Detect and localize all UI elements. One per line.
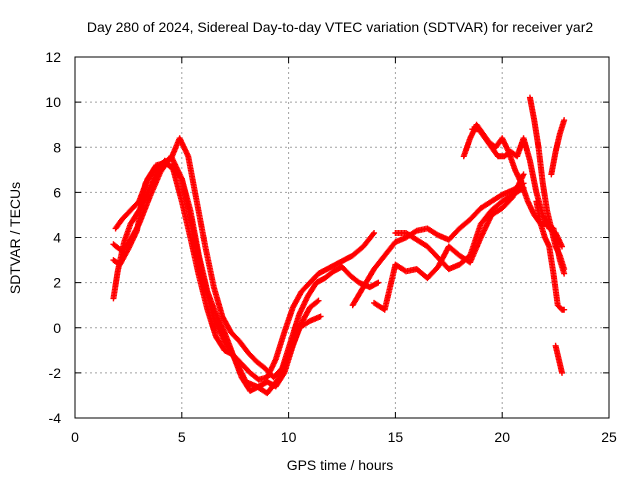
chart-title: Day 280 of 2024, Sidereal Day-to-day VTE… [87, 19, 593, 35]
data-point [561, 306, 568, 313]
x-tick-label: 5 [178, 429, 186, 445]
series-track-k [533, 198, 568, 313]
data-point [375, 279, 382, 286]
data-marks [110, 94, 568, 397]
data-point [561, 266, 568, 273]
data-point [559, 369, 566, 376]
x-tick-label: 20 [494, 429, 510, 445]
series-track-m [552, 342, 566, 376]
series-track-e [349, 180, 527, 309]
y-tick-label: 8 [53, 139, 61, 155]
series-track-c [112, 160, 322, 394]
y-tick-label: -4 [49, 410, 62, 426]
axis-ticks: 0 5 10 15 20 25 -4 -2 0 2 4 6 8 10 12 [45, 49, 617, 445]
y-tick-label: -2 [49, 365, 62, 381]
grid [75, 57, 609, 418]
data-point [314, 298, 321, 305]
series-track-j [526, 94, 568, 273]
y-tick-label: 6 [53, 184, 61, 200]
data-point [559, 243, 566, 250]
y-tick-label: 0 [53, 320, 61, 336]
x-tick-label: 25 [601, 429, 617, 445]
y-tick-label: 10 [45, 94, 61, 110]
data-point [520, 171, 527, 178]
x-axis-label: GPS time / hours [287, 457, 394, 473]
x-tick-label: 10 [281, 429, 297, 445]
y-axis-label: SDTVAR / TECUs [7, 182, 23, 294]
x-tick-label: 15 [388, 429, 404, 445]
series-track-d [110, 153, 324, 397]
data-point [315, 297, 322, 304]
y-tick-label: 4 [53, 230, 61, 246]
y-tick-label: 2 [53, 275, 61, 291]
data-point [317, 313, 324, 320]
series-track-b [110, 135, 382, 381]
x-tick-label: 0 [71, 429, 79, 445]
y-tick-label: 12 [45, 49, 61, 65]
plot-frame [74, 56, 610, 419]
series-track-l [548, 117, 568, 178]
data-point [370, 231, 377, 238]
data-point [561, 117, 568, 124]
data-point [371, 229, 378, 236]
